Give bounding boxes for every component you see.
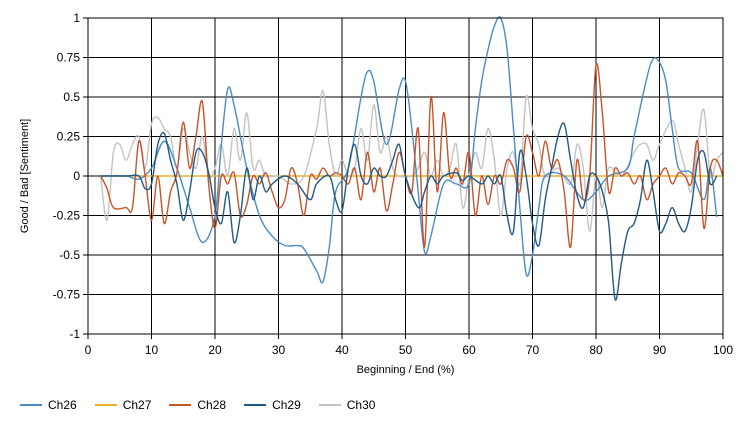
x-tick-label: 60 (462, 343, 476, 357)
legend-swatch-ch29 (244, 404, 267, 406)
legend-item-ch26: Ch26 (20, 398, 77, 412)
legend-label-ch26: Ch26 (48, 398, 77, 412)
y-axis-label: Good / Bad [Sentiment] (19, 119, 31, 233)
y-tick-label: -0.25 (53, 209, 81, 223)
legend-swatch-ch26 (20, 404, 42, 406)
x-axis-label: Beginning / End (%) (357, 364, 455, 376)
legend-label-ch30: Ch30 (346, 398, 376, 412)
legend-label-ch27: Ch27 (122, 398, 152, 412)
x-tick-label: 50 (399, 343, 413, 357)
x-tick-label: 70 (526, 343, 540, 357)
series-lines (100, 16, 724, 301)
y-tick-label: 1 (73, 11, 80, 25)
y-tick-label: 0 (73, 169, 80, 183)
chart-legend: Ch26 Ch27 Ch28 Ch29 Ch30 (20, 398, 393, 412)
x-tick-label: 100 (713, 343, 733, 357)
x-axis-ticks: 0 10 20 30 40 50 60 70 80 90 100 (85, 334, 733, 357)
legend-label-ch28: Ch28 (197, 398, 227, 412)
x-tick-label: 30 (272, 343, 286, 357)
y-tick-label: 0.75 (57, 51, 81, 65)
y-tick-label: 0.25 (57, 130, 81, 144)
series-line-ch28 (100, 62, 724, 248)
y-tick-label: 0.5 (63, 90, 80, 104)
legend-item-ch27: Ch27 (94, 398, 152, 412)
y-tick-label: -0.5 (59, 248, 80, 262)
y-axis-ticks: 1 0.75 0.5 0.25 0 -0.25 -0.5 -0.75 -1 (53, 11, 88, 341)
legend-item-ch28: Ch28 (169, 398, 226, 412)
x-tick-label: 80 (589, 343, 603, 357)
legend-item-ch30: Ch30 (318, 398, 376, 412)
legend-item-ch29: Ch29 (244, 398, 301, 412)
y-tick-label: -0.75 (53, 288, 81, 302)
x-tick-label: 90 (653, 343, 667, 357)
legend-swatch-ch27 (94, 404, 117, 406)
x-tick-label: 40 (335, 343, 349, 357)
legend-label-ch29: Ch29 (272, 398, 301, 412)
legend-swatch-ch30 (318, 404, 341, 406)
legend-swatch-ch28 (169, 404, 192, 406)
x-tick-label: 0 (85, 343, 92, 357)
series-line-ch29 (100, 122, 718, 301)
series-line-ch26 (100, 16, 718, 284)
x-tick-label: 10 (145, 343, 159, 357)
y-tick-label: -1 (69, 327, 80, 341)
x-tick-label: 20 (208, 343, 222, 357)
